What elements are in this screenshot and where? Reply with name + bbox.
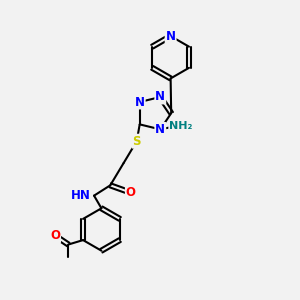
Text: HN: HN <box>71 189 91 202</box>
Text: N: N <box>135 95 145 109</box>
Text: O: O <box>126 186 136 199</box>
Text: NH₂: NH₂ <box>169 121 193 131</box>
Text: N: N <box>155 91 165 103</box>
Text: N: N <box>155 123 165 136</box>
Text: N: N <box>166 29 176 43</box>
Text: S: S <box>133 135 141 148</box>
Text: O: O <box>50 229 60 242</box>
